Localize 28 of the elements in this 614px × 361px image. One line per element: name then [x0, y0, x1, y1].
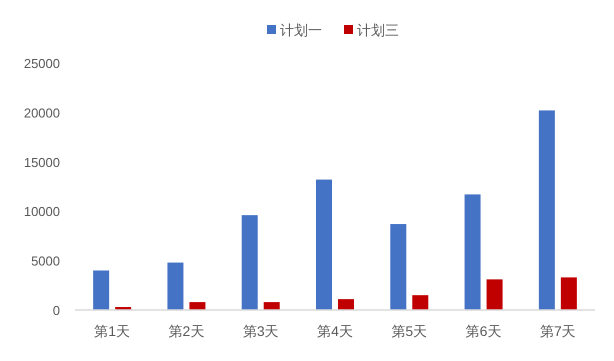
y-tick-label: 5000 — [31, 254, 60, 269]
bar — [390, 224, 406, 310]
x-tick-label: 第5天 — [391, 323, 428, 339]
x-tick-label: 第7天 — [540, 323, 576, 339]
y-tick-label: 0 — [52, 303, 60, 318]
bar — [464, 194, 481, 310]
y-tick-label: 25000 — [24, 56, 60, 71]
x-tick-label: 第4天 — [317, 323, 353, 339]
legend-label: 计划三 — [357, 22, 399, 38]
y-tick-label: 10000 — [24, 204, 60, 220]
bar — [189, 302, 206, 310]
bar — [242, 215, 258, 310]
bar — [93, 270, 110, 310]
x-tick-label: 第2天 — [168, 323, 204, 339]
bar — [264, 302, 280, 310]
bar — [338, 299, 354, 310]
bar — [167, 262, 184, 310]
x-tick-label: 第1天 — [94, 323, 130, 339]
y-tick-label: 20000 — [24, 105, 60, 120]
x-tick-label: 第6天 — [466, 323, 502, 339]
y-tick-label: 15000 — [24, 154, 60, 170]
bar — [560, 277, 577, 310]
bar — [412, 295, 428, 310]
bar — [486, 279, 503, 310]
legend-label: 计划一 — [280, 22, 322, 38]
bar — [538, 110, 555, 310]
x-tick-label: 第3天 — [242, 323, 279, 339]
bar — [316, 180, 332, 310]
